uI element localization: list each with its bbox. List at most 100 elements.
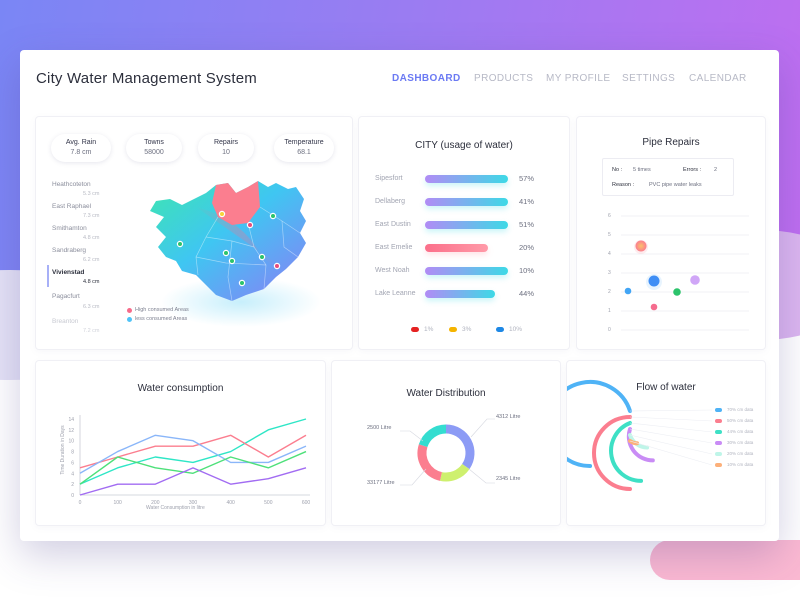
usage-city-label: Lake Leanne — [375, 290, 416, 297]
usage-bar[interactable] — [425, 175, 508, 183]
nav-settings[interactable]: SETTINGS — [622, 73, 676, 84]
card-title: Pipe Repairs — [642, 137, 700, 148]
usage-bar[interactable] — [425, 244, 488, 252]
usage-percent: 41% — [519, 197, 535, 206]
stat-avg-rain[interactable]: Avg. Rain 7.8 cm — [51, 134, 111, 162]
usage-bar[interactable] — [425, 267, 508, 275]
water-consumption-chart[interactable]: 0 2 4 6 8 10 12 14 0 100 200 300 400 500 600 — [36, 361, 325, 525]
pipe-bubble-chart[interactable] — [621, 212, 751, 337]
usage-city-label: West Noah — [375, 267, 410, 274]
nav-products[interactable]: PRODUCTS — [474, 73, 534, 84]
water-distribution-donut[interactable] — [332, 361, 560, 525]
usage-bar[interactable] — [425, 198, 508, 206]
y-tick: 3 — [608, 270, 611, 276]
stat-repairs[interactable]: Repairs 10 — [198, 134, 254, 162]
y-tick: 4 — [608, 251, 611, 257]
city-item[interactable]: Pagacfurt — [52, 293, 80, 300]
flow-of-water-chart[interactable] — [567, 361, 765, 525]
y-tick: 6 — [608, 213, 611, 219]
y-tick: 2 — [608, 289, 611, 295]
x-tick-label: 100 — [113, 500, 122, 506]
legend-swatch — [496, 327, 504, 332]
y-axis-label: Time Duration in Days — [60, 425, 66, 475]
bubble — [673, 288, 681, 296]
x-tick-label: 500 — [264, 500, 273, 506]
flow-ring-2 — [592, 415, 632, 491]
donut-slice-3 — [417, 444, 443, 481]
nav-calendar[interactable]: CALENDAR — [689, 73, 747, 84]
usage-percent: 44% — [519, 289, 535, 298]
flow-legend-swatch — [715, 452, 722, 456]
y-tick: 0 — [608, 327, 611, 333]
city-item-selected[interactable]: Vivienstad — [52, 269, 85, 276]
flow-leader — [629, 440, 713, 466]
x-tick-label: 200 — [151, 500, 160, 506]
legend-label: 10% — [509, 326, 523, 333]
city-value: 5.3 cm — [83, 191, 100, 197]
y-tick-label: 2 — [71, 482, 74, 488]
series-line-5 — [79, 467, 307, 496]
legend-label: 1% — [424, 326, 434, 333]
usage-city-label: East Emelie — [375, 244, 413, 251]
flow-leader — [629, 428, 713, 444]
y-tick-label: 6 — [71, 460, 74, 466]
stat-temperature[interactable]: Temperature 68.1 — [274, 134, 334, 162]
city-value: 4.8 cm — [83, 279, 100, 285]
flow-leader — [629, 422, 713, 433]
card-title: Water consumption — [137, 383, 224, 394]
flow-legend-label: 44% cm data — [727, 429, 754, 434]
flow-of-water-card: Flow of water 70% cm data 50% cm data 44% … — [567, 361, 765, 525]
slice-label: 33177 Litre — [367, 480, 395, 486]
y-tick-label: 8 — [71, 450, 74, 456]
usage-bar[interactable] — [425, 221, 508, 229]
flow-ring-3 — [609, 421, 644, 483]
usage-percent: 20% — [519, 243, 535, 252]
flow-leader — [629, 409, 713, 412]
flow-leader — [629, 434, 713, 455]
flow-legend-label: 50% cm data — [727, 418, 754, 423]
city-value: 6.2 cm — [83, 257, 100, 263]
card-title: Water Distribution — [406, 388, 486, 399]
water-consumption-card: Water consumption 0 2 4 6 8 10 12 14 0 100 200 300 4… — [36, 361, 325, 525]
y-tick-label: 10 — [68, 439, 74, 445]
errors-label: Errors : — [683, 167, 702, 173]
legend-high: High consumed Areas — [135, 307, 189, 313]
card-title: CITY (usage of water) — [415, 140, 513, 151]
slice-label: 2345 Litre — [496, 476, 521, 482]
leader-line — [470, 418, 495, 438]
y-tick: 5 — [608, 232, 611, 238]
no-label: No : — [612, 167, 623, 173]
repair-info-box: No : 5 times Errors : 2 Reason : PVC pip… — [602, 158, 734, 196]
flow-legend-label: 20% cm data — [727, 451, 754, 456]
no-value: 5 times — [633, 167, 651, 173]
series-line-1 — [79, 418, 307, 485]
city-item[interactable]: Sandraberg — [52, 247, 86, 254]
city-map[interactable] — [136, 177, 346, 327]
bubble — [624, 287, 632, 295]
x-tick-label: 600 — [302, 500, 311, 506]
pipe-repairs-card: Pipe Repairs No : 5 times Errors : 2 Rea… — [577, 117, 765, 349]
city-item[interactable]: Breanton — [52, 318, 79, 325]
donut-slice-2 — [440, 463, 470, 482]
errors-value: 2 — [714, 167, 718, 173]
city-value: 6.3 cm — [83, 304, 100, 310]
top-nav: DASHBOARD PRODUCTS MY PROFILE SETTINGS C… — [20, 73, 779, 87]
y-tick-label: 14 — [68, 417, 74, 423]
series-line-4 — [79, 450, 307, 485]
legend-swatch — [449, 327, 457, 332]
leader-line — [400, 468, 427, 486]
y-tick: 1 — [608, 308, 611, 314]
city-item[interactable]: East Raphael — [52, 203, 92, 210]
flow-legend-label: 70% cm data — [727, 407, 754, 412]
nav-my-profile[interactable]: MY PROFILE — [546, 73, 611, 84]
flow-legend-swatch — [715, 463, 722, 467]
donut-slice-1 — [445, 424, 475, 470]
usage-bar[interactable] — [425, 290, 495, 298]
city-value: 4.8 cm — [83, 235, 100, 241]
usage-percent: 57% — [519, 174, 535, 183]
nav-dashboard[interactable]: DASHBOARD — [392, 73, 461, 84]
legend-low: less consumed Areas — [135, 316, 188, 322]
stat-towns[interactable]: Towns 58000 — [126, 134, 182, 162]
city-item[interactable]: Heathcoteton — [52, 181, 91, 188]
city-item[interactable]: Smithamton — [52, 225, 87, 232]
